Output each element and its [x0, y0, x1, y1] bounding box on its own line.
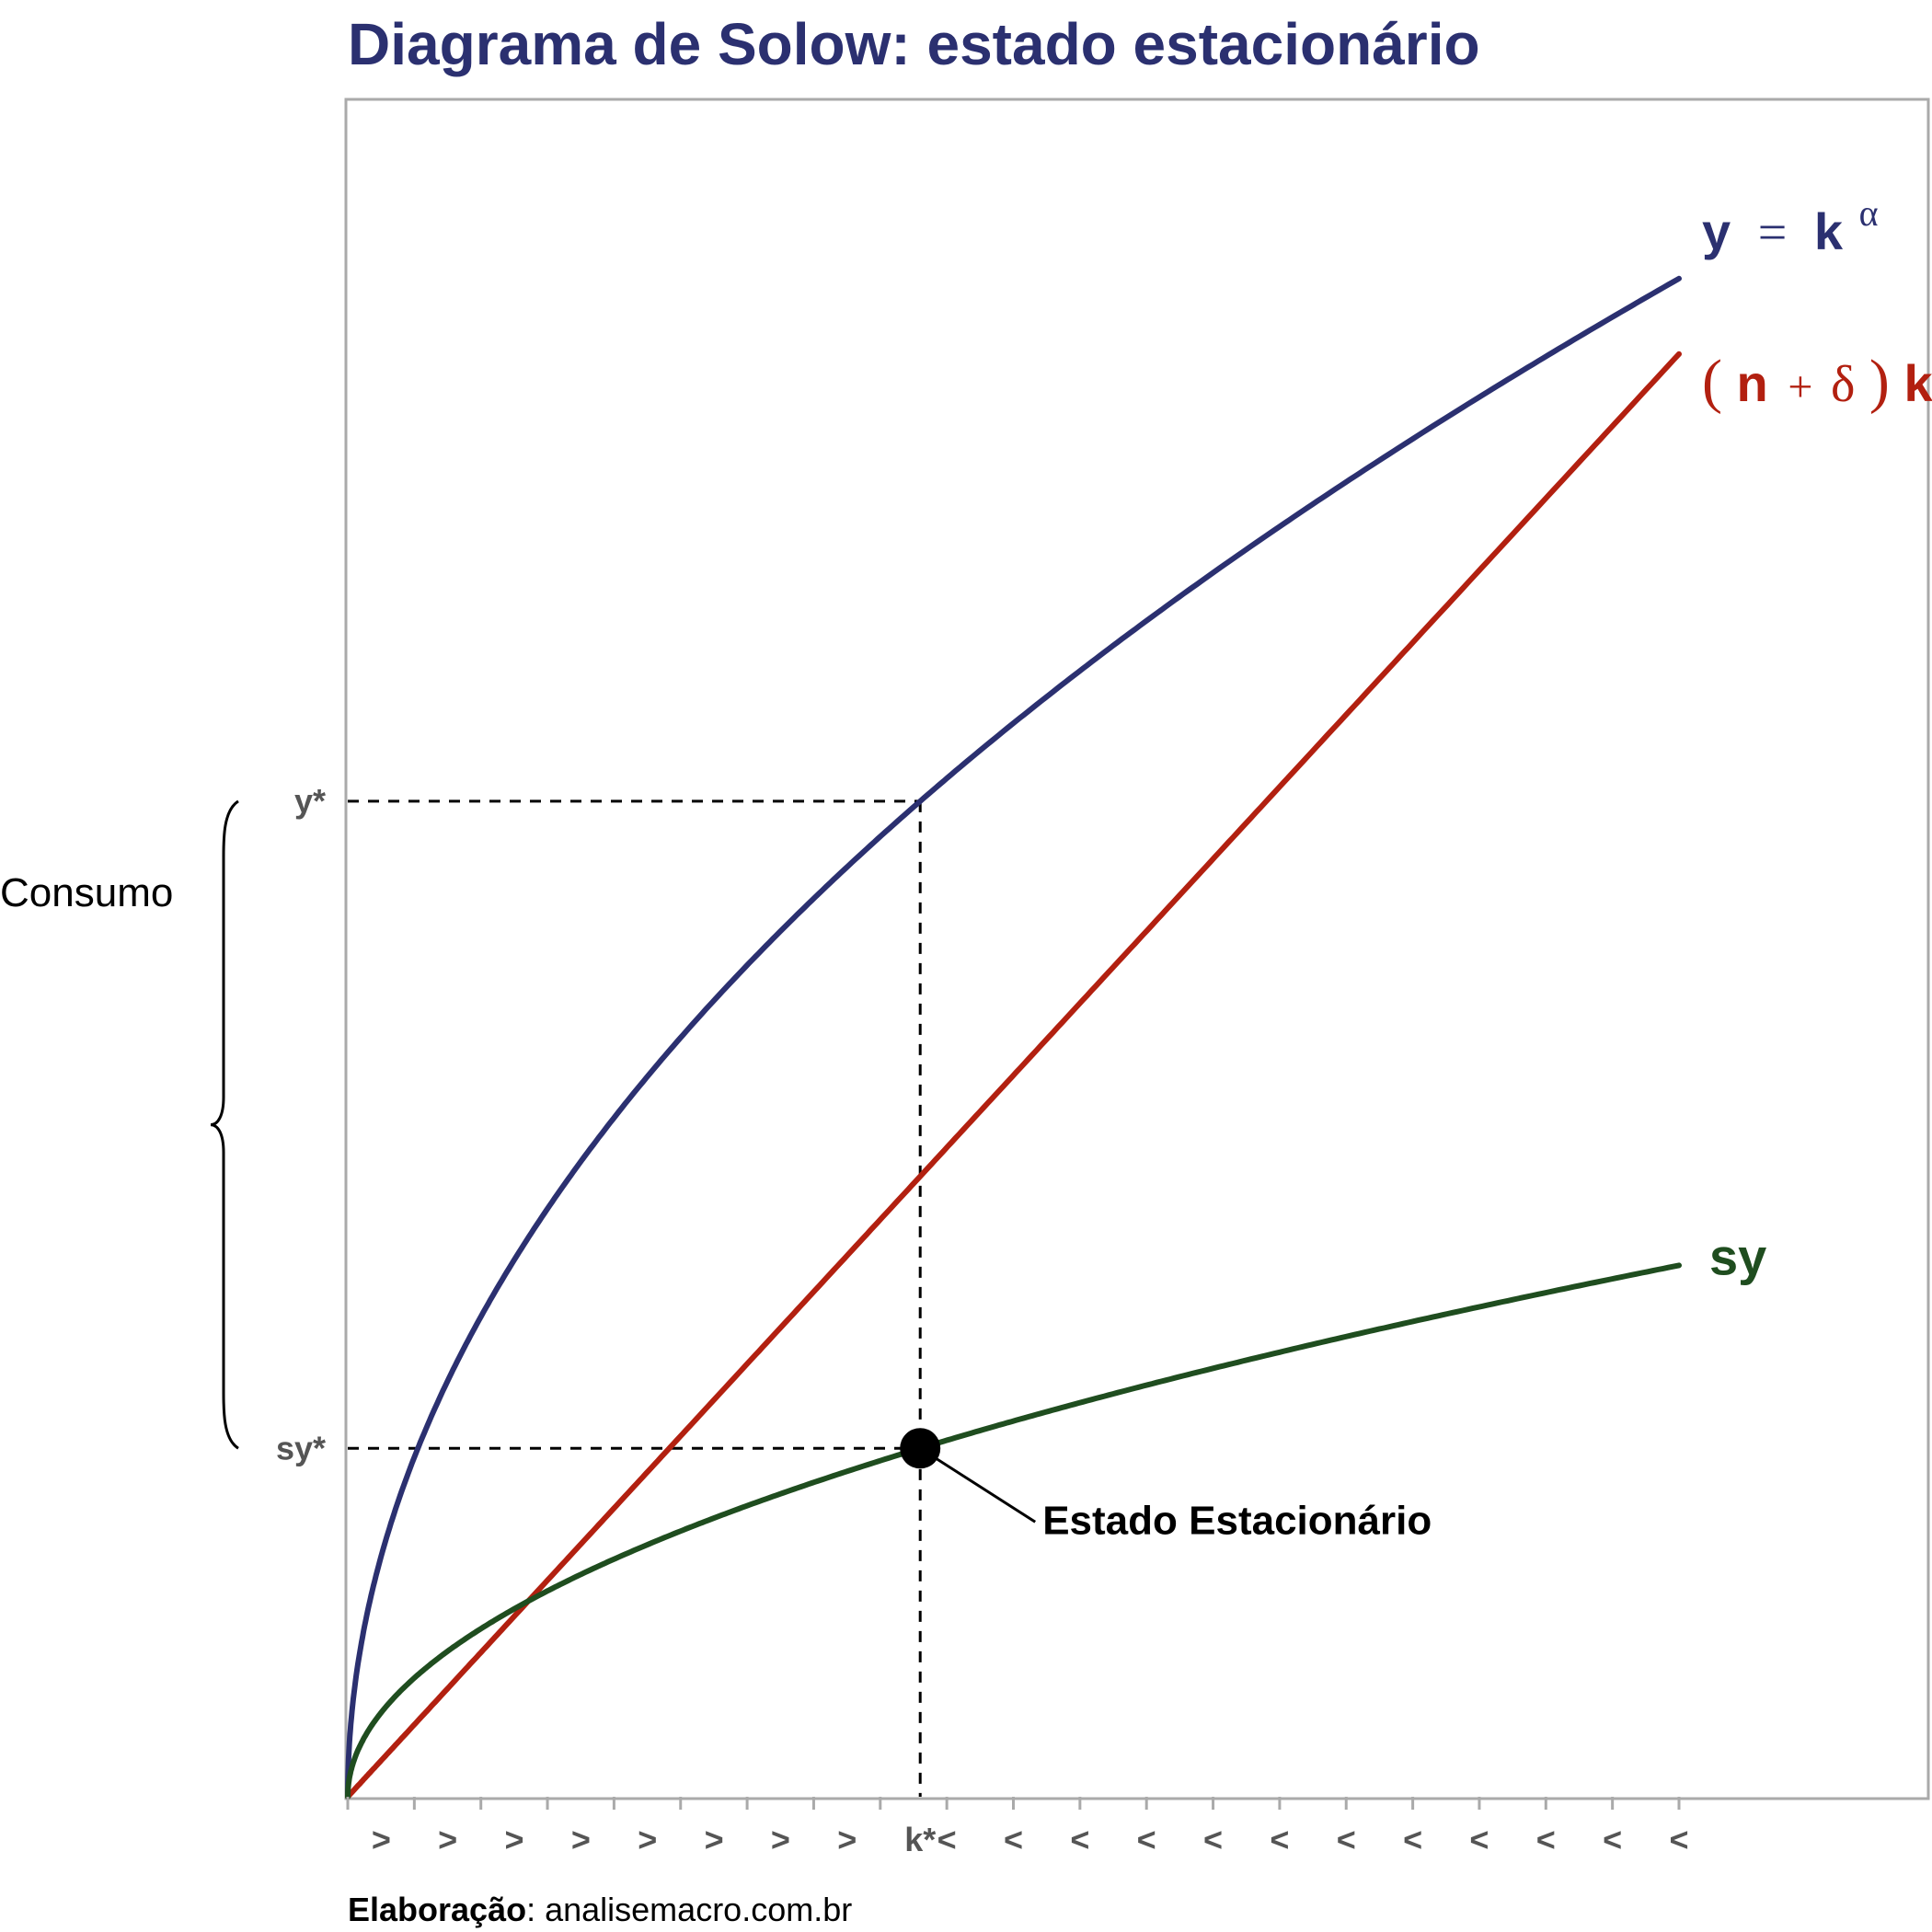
- dep-label-delta: δ: [1831, 356, 1855, 413]
- x-direction-arrow: <: [937, 1821, 957, 1858]
- x-direction-arrow: >: [571, 1821, 591, 1858]
- x-direction-arrow: >: [372, 1821, 391, 1858]
- output-label-alpha: α: [1859, 192, 1879, 234]
- curves: [345, 275, 1682, 1800]
- investment-curve: [345, 1262, 1682, 1800]
- y-star-label: y*: [294, 782, 326, 820]
- dep-label-k: k: [1903, 354, 1932, 412]
- x-direction-arrow: >: [837, 1821, 857, 1858]
- x-direction-arrow: >: [771, 1821, 790, 1858]
- sy-star-label: sy*: [276, 1429, 326, 1466]
- x-direction-arrow: >: [438, 1821, 457, 1858]
- dep-label-plus: +: [1788, 362, 1812, 411]
- output-label-eq: =: [1758, 204, 1788, 261]
- x-direction-arrow: <: [1403, 1821, 1422, 1858]
- x-tick-marks: > > > > > > > > < < < < < < < < < < < <k*: [346, 1797, 1689, 1858]
- dep-label-open: (: [1702, 348, 1722, 415]
- x-direction-arrow: <: [1669, 1821, 1688, 1858]
- steady-state-guides: [348, 799, 922, 1797]
- steady-state-leader: [919, 1446, 1037, 1524]
- x-direction-arrow: >: [505, 1821, 524, 1858]
- x-direction-arrow: >: [638, 1821, 657, 1858]
- steady-state-annotation: Estado Estacionário: [1042, 1498, 1432, 1543]
- output-label-k: k: [1814, 202, 1844, 260]
- output-curve: [345, 275, 1682, 1800]
- output-curve-label: y = k α: [1702, 192, 1879, 261]
- steady-state-point: [900, 1428, 941, 1469]
- x-direction-arrow: <: [1203, 1821, 1223, 1858]
- x-direction-arrow: <: [1004, 1821, 1023, 1858]
- caption-bold: Elaboração: [348, 1891, 526, 1928]
- x-direction-arrow: <: [1603, 1821, 1622, 1858]
- source-caption: Elaboração: analisemacro.com.br: [348, 1891, 852, 1928]
- dep-label-close: ): [1869, 348, 1890, 415]
- output-label-y: y: [1702, 202, 1731, 260]
- x-direction-arrow: <: [1536, 1821, 1556, 1858]
- x-direction-arrow: <: [1137, 1821, 1156, 1858]
- x-direction-arrow: <: [1469, 1821, 1489, 1858]
- depreciation-line: [345, 351, 1682, 1800]
- x-direction-arrow: <: [1270, 1821, 1289, 1858]
- consumption-label: Consumo: [0, 870, 173, 915]
- k-star-label: k*: [904, 1821, 936, 1858]
- plot-frame: [344, 98, 1930, 1800]
- consumption-brace: [210, 799, 239, 1450]
- x-direction-arrow: >: [705, 1821, 724, 1858]
- chart-title: Diagrama de Solow: estado estacionário: [348, 11, 1480, 77]
- depreciation-line-label: ( n + δ ) k: [1702, 348, 1932, 415]
- x-direction-arrow: <: [1337, 1821, 1356, 1858]
- investment-curve-label: sy: [1709, 1227, 1766, 1285]
- dep-label-n: n: [1737, 354, 1768, 412]
- caption-rest: : analisemacro.com.br: [526, 1891, 852, 1928]
- x-direction-arrow: <: [1070, 1821, 1089, 1858]
